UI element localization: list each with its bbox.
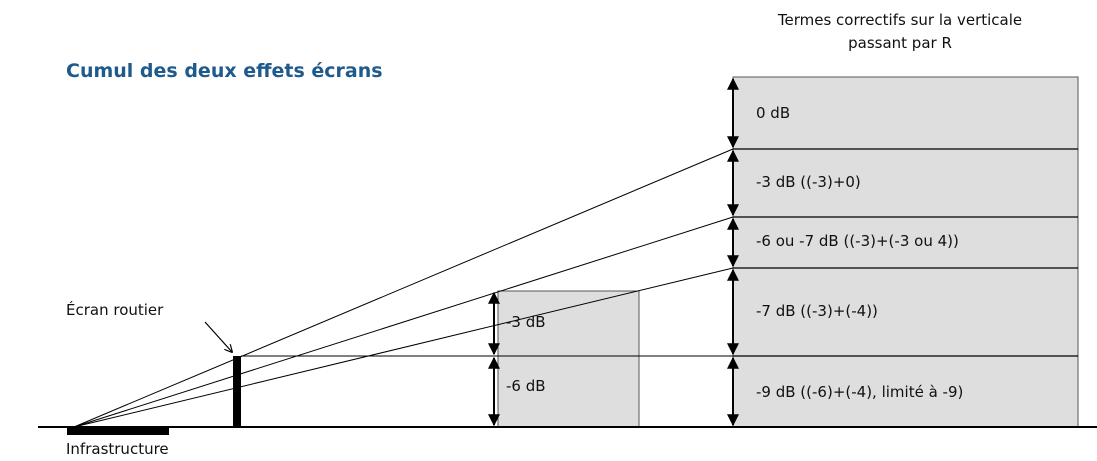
ecran-pointer-arrow	[204, 321, 232, 352]
ray-1	[73, 148, 734, 428]
label-ecran-routier: Écran routier	[66, 301, 164, 319]
label-right-3: -7 dB ((-3)+(-4))	[756, 302, 878, 320]
label-right-4: -9 dB ((-6)+(-4), limité à -9)	[756, 383, 964, 401]
page-title: Cumul des deux effets écrans	[66, 60, 383, 82]
middle-panel	[497, 290, 640, 428]
right-panel	[732, 76, 1079, 428]
road-screen	[233, 356, 241, 427]
ray-2	[73, 216, 734, 428]
label-infrastructure: Infrastructure	[66, 440, 169, 458]
label-right-1: -3 dB ((-3)+0)	[756, 173, 861, 191]
label-mid-upper: -3 dB	[506, 313, 546, 331]
infrastructure-block	[67, 426, 169, 435]
header-line-2: passant par R	[848, 34, 952, 52]
header-line-1: Termes correctifs sur la verticale	[777, 11, 1023, 29]
label-right-2: -6 ou -7 dB ((-3)+(-3 ou 4))	[756, 232, 959, 250]
label-mid-lower: -6 dB	[506, 377, 546, 395]
ray-3	[73, 267, 734, 428]
label-right-0: 0 dB	[756, 104, 791, 122]
